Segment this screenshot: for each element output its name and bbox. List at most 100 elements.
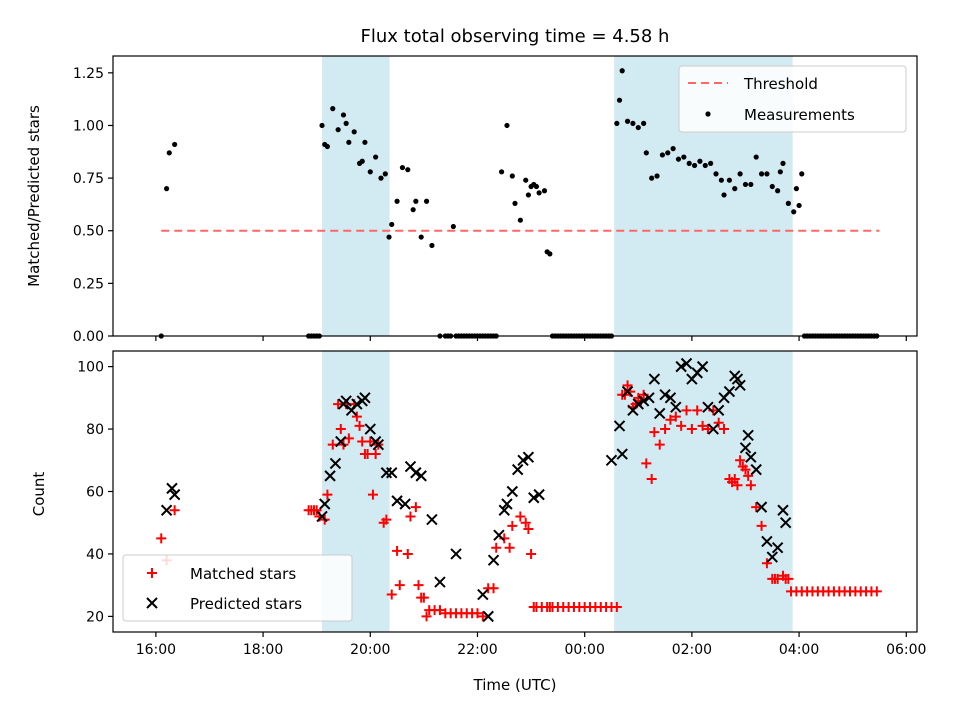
- predicted-stars-point: [670, 401, 682, 413]
- predicted-stars-point: [415, 470, 427, 482]
- legend-predicted-swatch: [146, 597, 158, 609]
- predicted-stars-point: [340, 395, 352, 407]
- matched-stars-point: [611, 602, 622, 613]
- predicted-stars-point: [511, 463, 524, 476]
- predicted-stars-point: [761, 535, 773, 548]
- measurement-point: [509, 173, 515, 179]
- legend-predicted-label: Predicted stars: [190, 595, 302, 613]
- predicted-stars-point: [723, 385, 736, 398]
- ratio-panel: 0.00 0.25 0.50 0.75 1.00 1.25 Threshold Measure…: [73, 55, 918, 345]
- matched-stars-point: [660, 424, 671, 435]
- count-panel: 20 40 60 80 100 16:00 18:00 20:00 22:00 00:00 02:0…: [77, 350, 926, 658]
- matched-stars-point: [665, 414, 676, 425]
- y-tick-label: 20: [86, 609, 104, 625]
- matched-stars-point: [370, 449, 381, 460]
- measurement-point: [670, 146, 676, 152]
- measurement-point: [373, 154, 379, 160]
- measurement-point: [793, 186, 800, 192]
- matched-stars-point: [732, 480, 743, 491]
- predicted-stars-point: [482, 610, 494, 623]
- chart-title: Flux total observing time = 4.58 h: [361, 26, 670, 47]
- measurement-point: [726, 177, 733, 183]
- y-tick-label: 60: [86, 485, 104, 501]
- predicted-stars-point: [777, 504, 789, 516]
- matched-stars-point: [322, 489, 333, 500]
- predicted-stars-point: [528, 492, 540, 504]
- matched-stars-point: [413, 580, 424, 591]
- predicted-stars-point: [335, 435, 347, 448]
- measurement-point: [721, 192, 727, 198]
- measurement-point: [780, 160, 786, 166]
- predicted-stars-point: [605, 454, 618, 466]
- predicted-stars-point: [410, 467, 422, 479]
- measurement-point: [659, 152, 666, 158]
- predicted-stars-point: [364, 423, 376, 435]
- measurement-point: [748, 181, 754, 188]
- measurement-point: [718, 177, 724, 183]
- predicted-stars-point: [372, 438, 385, 451]
- y-tick-label: 0.25: [73, 276, 104, 292]
- measurement-point: [335, 127, 341, 133]
- measurement-point: [429, 242, 435, 249]
- matched-stars-point: [343, 433, 354, 444]
- legend-matched-label: Matched stars: [190, 565, 296, 583]
- matched-stars-point: [676, 420, 687, 431]
- measurement-point: [775, 188, 781, 194]
- measurement-point: [512, 200, 518, 206]
- matched-stars-point: [405, 511, 416, 522]
- x-tick-label: 00:00: [565, 642, 605, 658]
- measurement-point: [418, 234, 424, 240]
- y-tick-label: 0.75: [73, 171, 104, 187]
- measurement-point: [533, 183, 540, 190]
- predicted-stars-point: [680, 357, 693, 370]
- predicted-stars-point: [742, 429, 754, 442]
- measurement-point: [799, 171, 805, 177]
- matched-stars-point: [646, 474, 657, 485]
- measurement-point: [697, 158, 703, 164]
- x-tick-label: 22:00: [457, 642, 497, 658]
- measurement-point: [742, 181, 749, 188]
- measurement-point: [172, 141, 178, 148]
- matched-stars-point: [504, 542, 515, 553]
- measurement-point: [635, 124, 641, 131]
- legend-measurements-label: Measurements: [744, 106, 855, 124]
- legend-matched-swatch: [147, 568, 157, 578]
- measurement-point: [386, 234, 392, 240]
- measurement-point: [619, 68, 625, 74]
- predicted-stars-point: [434, 576, 446, 588]
- y-tick-label: 40: [86, 547, 104, 563]
- x-tick-label: 02:00: [672, 642, 712, 658]
- predicted-stars-point: [654, 407, 666, 420]
- matched-stars-point: [745, 480, 756, 491]
- measurement-point: [359, 158, 365, 164]
- predicted-stars-point: [779, 517, 792, 529]
- measurement-point: [525, 192, 532, 198]
- measurement-point: [753, 154, 759, 160]
- matched-stars-point: [418, 592, 429, 603]
- predicted-stars-point: [755, 501, 768, 513]
- measurement-point: [616, 97, 623, 103]
- measurement-point: [769, 183, 775, 190]
- measurement-point: [410, 207, 416, 213]
- measurement-point: [324, 143, 330, 150]
- measurement-point: [362, 139, 368, 145]
- matched-stars-point: [402, 548, 413, 559]
- predicted-stars-point: [351, 398, 363, 410]
- measurement-point: [423, 198, 430, 204]
- matched-stars-point: [622, 380, 633, 391]
- predicted-stars-point: [329, 457, 342, 470]
- predicted-stars-point: [522, 451, 535, 463]
- predicted-stars-point: [731, 373, 744, 385]
- predicted-stars-point: [501, 498, 513, 510]
- measurement-point: [713, 171, 719, 177]
- predicted-stars-point: [160, 504, 173, 516]
- matched-stars-point: [477, 611, 488, 622]
- measurement-point: [708, 160, 714, 166]
- y-axis-label-count: Count: [30, 472, 48, 517]
- predicted-stars-point: [506, 485, 519, 498]
- y-axis-label-ratio: Matched/Predicted stars: [25, 105, 43, 287]
- predicted-stars-point: [487, 554, 500, 566]
- matched-stars-point: [692, 405, 703, 416]
- predicted-stars-point: [734, 379, 746, 392]
- matched-stars-point: [507, 520, 518, 531]
